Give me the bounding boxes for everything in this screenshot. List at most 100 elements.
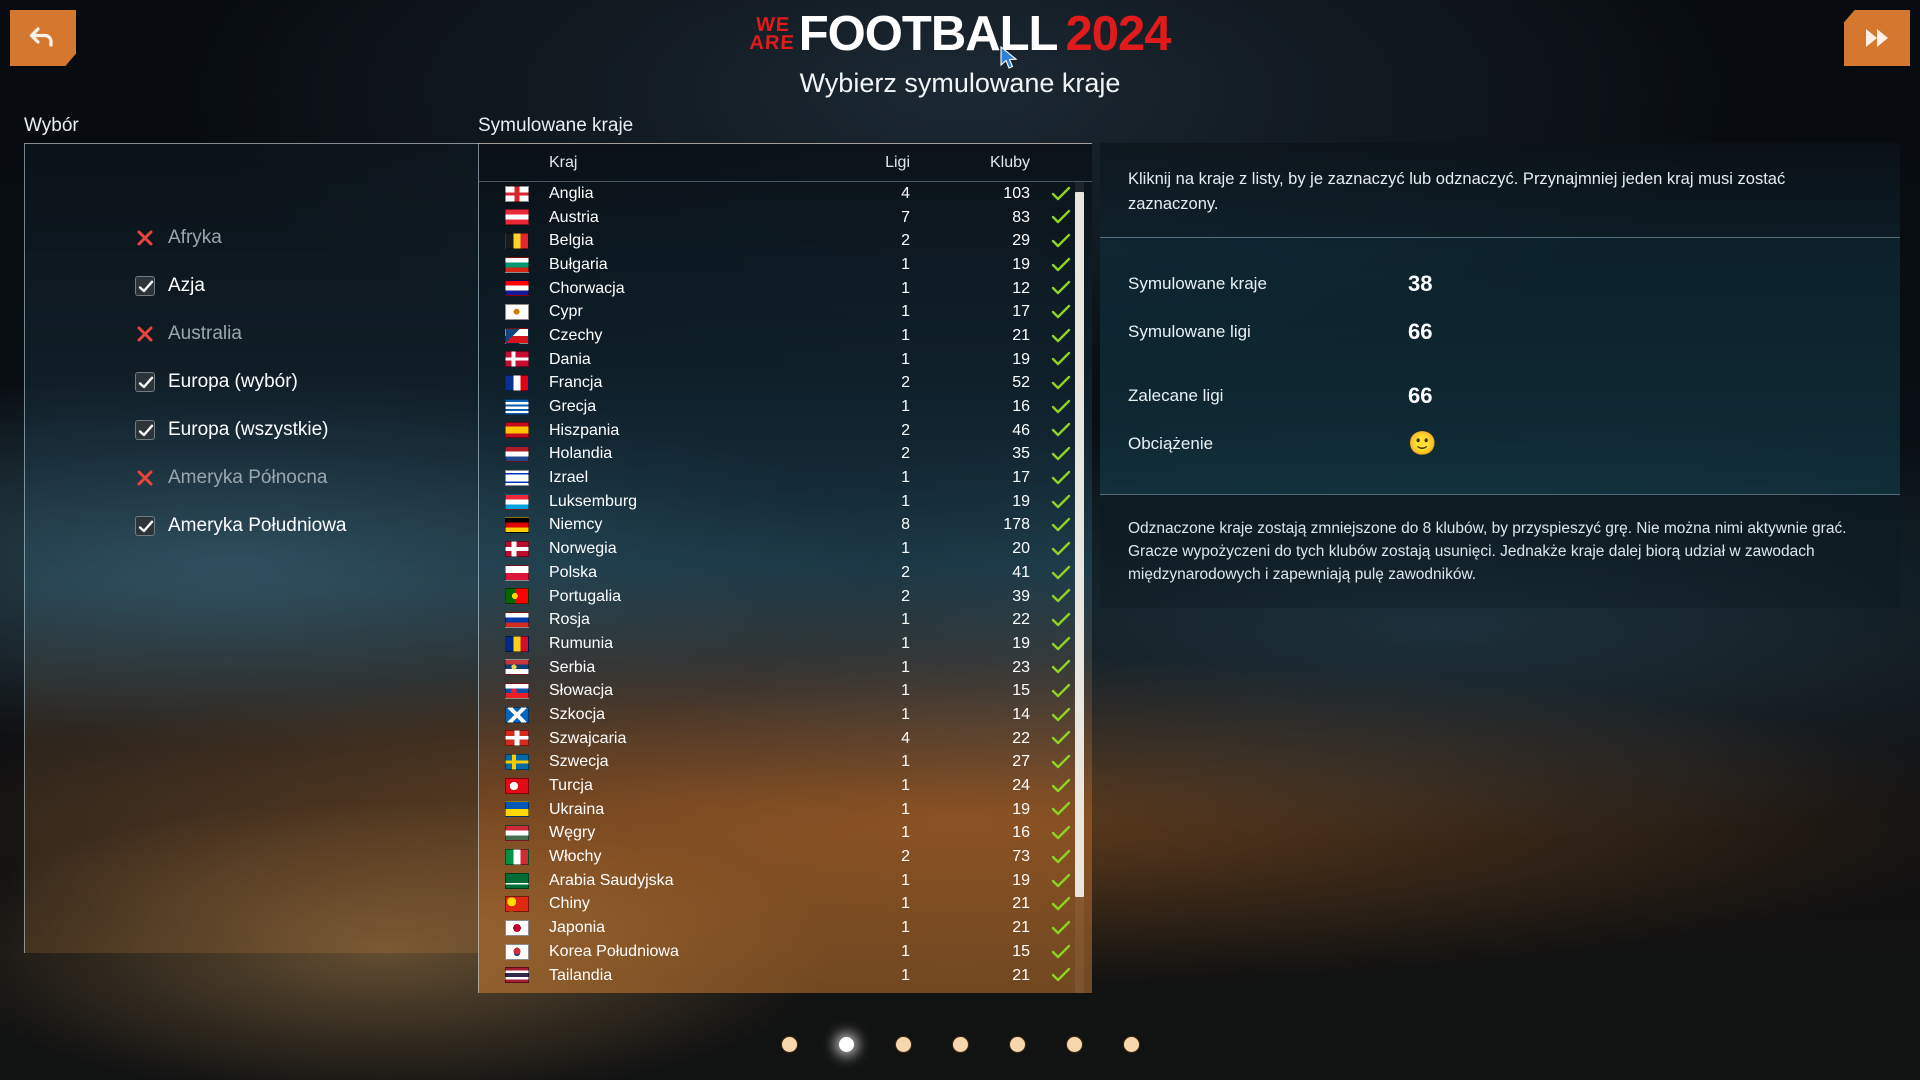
row-check-icon[interactable] (1030, 564, 1092, 582)
table-row[interactable]: Francja 2 52 (479, 372, 1092, 396)
selection-item-0[interactable]: Afryka (25, 214, 479, 262)
table-scrollbar-track[interactable] (1075, 182, 1084, 993)
row-check-icon[interactable] (1030, 706, 1092, 724)
row-check-icon[interactable] (1030, 209, 1092, 227)
table-row[interactable]: Hiszpania 2 46 (479, 419, 1092, 443)
table-row[interactable]: Szwajcaria 4 22 (479, 727, 1092, 751)
table-row[interactable]: Szkocja 1 14 (479, 703, 1092, 727)
row-country-name: Grecja (549, 398, 597, 416)
table-row[interactable]: Serbia 1 23 (479, 656, 1092, 680)
row-check-icon[interactable] (1030, 682, 1092, 700)
table-row[interactable]: Arabia Saudyjska 1 19 (479, 869, 1092, 893)
page-dot-1[interactable] (838, 1037, 854, 1052)
page-dot-6[interactable] (1123, 1037, 1139, 1052)
row-check-icon[interactable] (1030, 374, 1092, 392)
row-check-icon[interactable] (1030, 185, 1092, 203)
table-row[interactable]: Rosja 1 22 (479, 608, 1092, 632)
forward-button[interactable] (1844, 10, 1910, 66)
stat-row: Zalecane ligi 66 (1128, 372, 1872, 420)
row-leagues-count: 4 (901, 729, 910, 747)
table-row[interactable]: Holandia 2 35 (479, 443, 1092, 467)
table-row[interactable]: Rumunia 1 19 (479, 632, 1092, 656)
flag-italy (505, 848, 529, 865)
row-check-icon[interactable] (1030, 469, 1092, 487)
table-row[interactable]: Anglia 4 103 (479, 182, 1092, 206)
table-row[interactable]: Szwecja 1 27 (479, 751, 1092, 775)
row-check-icon[interactable] (1030, 801, 1092, 819)
row-check-icon[interactable] (1030, 635, 1092, 653)
table-row[interactable]: Cypr 1 17 (479, 300, 1092, 324)
row-check-icon[interactable] (1030, 232, 1092, 250)
info-note-text: Odznaczone kraje zostają zmniejszone do … (1100, 494, 1900, 609)
page-dot-2[interactable] (895, 1037, 911, 1052)
row-check-icon[interactable] (1030, 351, 1092, 369)
row-check-icon[interactable] (1030, 327, 1092, 345)
row-check-icon[interactable] (1030, 824, 1092, 842)
table-header-row: Kraj Ligi Kluby (479, 144, 1092, 182)
row-check-icon[interactable] (1030, 445, 1092, 463)
table-row[interactable]: Słowacja 1 15 (479, 679, 1092, 703)
row-check-icon[interactable] (1030, 422, 1092, 440)
row-check-icon[interactable] (1030, 753, 1092, 771)
table-row[interactable]: Luksemburg 1 19 (479, 490, 1092, 514)
back-button[interactable] (10, 10, 76, 66)
selection-item-5[interactable]: Ameryka Północna (25, 454, 479, 502)
selection-item-4[interactable]: Europa (wszystkie) (25, 406, 479, 454)
row-check-icon[interactable] (1030, 540, 1092, 558)
row-country-name: Węgry (549, 824, 596, 842)
row-check-icon[interactable] (1030, 777, 1092, 795)
row-check-icon[interactable] (1030, 303, 1092, 321)
page-dot-5[interactable] (1066, 1037, 1082, 1052)
row-check-icon[interactable] (1030, 848, 1092, 866)
row-check-icon[interactable] (1030, 659, 1092, 677)
table-row[interactable]: Chorwacja 1 12 (479, 277, 1092, 301)
table-row[interactable]: Turcja 1 24 (479, 774, 1092, 798)
flag-austria (505, 209, 529, 226)
row-clubs-count: 178 (1003, 516, 1030, 534)
row-clubs-count: 35 (1012, 445, 1030, 463)
col-country-header: Kraj (549, 153, 578, 171)
table-row[interactable]: Norwegia 1 20 (479, 537, 1092, 561)
selection-item-1[interactable]: Azja (25, 262, 479, 310)
row-check-icon[interactable] (1030, 256, 1092, 274)
table-row[interactable]: Bułgaria 1 19 (479, 253, 1092, 277)
row-check-icon[interactable] (1030, 280, 1092, 298)
row-check-icon[interactable] (1030, 919, 1092, 937)
table-row[interactable]: Niemcy 8 178 (479, 514, 1092, 538)
table-row[interactable]: Izrael 1 17 (479, 466, 1092, 490)
table-row[interactable]: Ukraina 1 19 (479, 798, 1092, 822)
table-row[interactable]: Chiny 1 21 (479, 893, 1092, 917)
table-row[interactable]: Japonia 1 21 (479, 916, 1092, 940)
selection-item-6[interactable]: Ameryka Południowa (25, 502, 479, 550)
row-check-icon[interactable] (1030, 943, 1092, 961)
selection-item-3[interactable]: Europa (wybór) (25, 358, 479, 406)
row-check-icon[interactable] (1030, 872, 1092, 890)
table-row[interactable]: Belgia 2 29 (479, 229, 1092, 253)
table-scrollbar-thumb[interactable] (1075, 192, 1084, 897)
selection-item-2[interactable]: Australia (25, 310, 479, 358)
table-row[interactable]: Czechy 1 21 (479, 324, 1092, 348)
countries-table-body[interactable]: Anglia 4 103 Austria 7 83 Belgia 2 29 Bułgaria 1 19… (479, 182, 1092, 993)
row-country-name: Polska (549, 563, 598, 581)
table-row[interactable]: Tailandia 1 21 (479, 964, 1092, 988)
row-check-icon[interactable] (1030, 967, 1092, 985)
table-row[interactable]: Grecja 1 16 (479, 395, 1092, 419)
row-check-icon[interactable] (1030, 895, 1092, 913)
row-check-icon[interactable] (1030, 493, 1092, 511)
table-row[interactable]: Polska 2 41 (479, 561, 1092, 585)
table-row[interactable]: Portugalia 2 39 (479, 585, 1092, 609)
row-check-icon[interactable] (1030, 588, 1092, 606)
table-row[interactable]: Dania 1 19 (479, 348, 1092, 372)
row-check-icon[interactable] (1030, 611, 1092, 629)
row-check-icon[interactable] (1030, 398, 1092, 416)
row-check-icon[interactable] (1030, 730, 1092, 748)
table-row[interactable]: Austria 7 83 (479, 206, 1092, 230)
page-dot-0[interactable] (781, 1037, 797, 1052)
row-country-name: Niemcy (549, 516, 603, 534)
table-row[interactable]: Korea Południowa 1 15 (479, 940, 1092, 964)
page-dot-4[interactable] (1009, 1037, 1025, 1052)
table-row[interactable]: Węgry 1 16 (479, 822, 1092, 846)
row-check-icon[interactable] (1030, 516, 1092, 534)
page-dot-3[interactable] (952, 1037, 968, 1052)
table-row[interactable]: Włochy 2 73 (479, 845, 1092, 869)
